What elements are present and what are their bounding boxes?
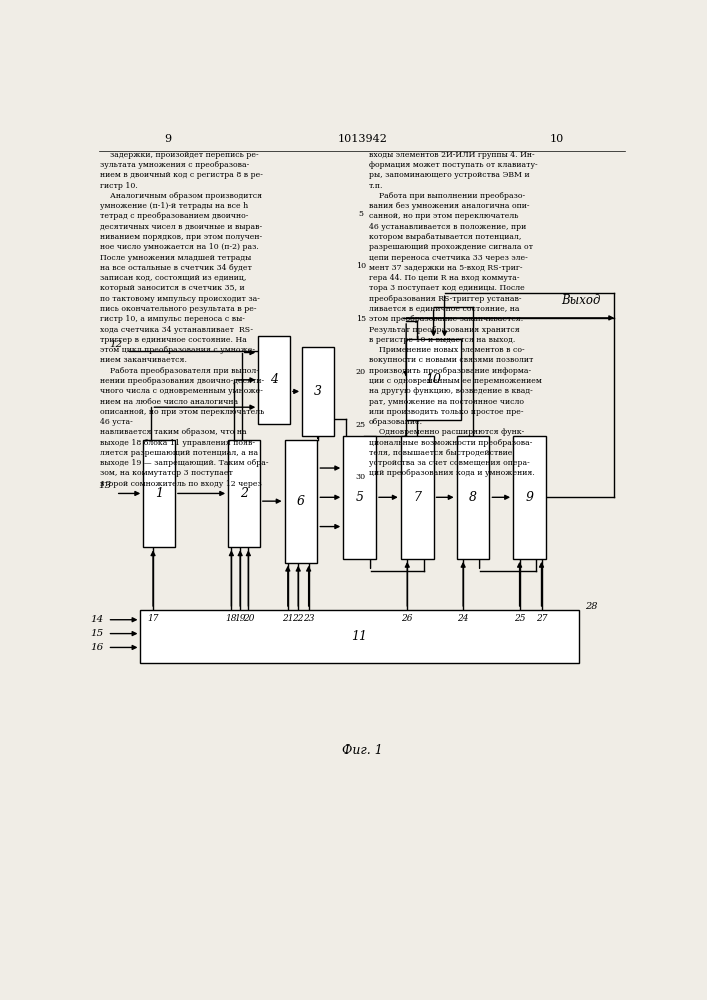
Bar — [457, 436, 489, 559]
Text: 28: 28 — [585, 602, 598, 611]
Text: 20: 20 — [356, 368, 366, 376]
Text: 26: 26 — [402, 614, 413, 623]
Text: 9: 9 — [164, 134, 171, 144]
Text: 19: 19 — [235, 614, 246, 623]
Text: 11: 11 — [351, 630, 368, 643]
Text: 4: 4 — [270, 373, 278, 386]
Text: 16: 16 — [90, 643, 103, 652]
Text: 1: 1 — [155, 487, 163, 500]
Text: 27: 27 — [536, 614, 547, 623]
Text: 15: 15 — [90, 629, 103, 638]
Text: 7: 7 — [413, 491, 421, 504]
Bar — [407, 339, 461, 420]
Text: 21: 21 — [282, 614, 293, 623]
Text: Выход: Выход — [561, 294, 601, 307]
Bar — [258, 336, 290, 424]
Text: 30: 30 — [356, 473, 366, 481]
Bar — [513, 436, 546, 559]
Bar — [144, 440, 175, 547]
Text: 5: 5 — [356, 491, 363, 504]
Text: 10: 10 — [356, 262, 366, 270]
Text: 3: 3 — [314, 385, 322, 398]
Text: 10: 10 — [550, 134, 564, 144]
Text: 17: 17 — [147, 614, 159, 623]
Text: 5: 5 — [358, 210, 363, 218]
Bar — [228, 440, 260, 547]
Text: 12: 12 — [110, 340, 123, 349]
Text: Фиг. 1: Фиг. 1 — [342, 744, 382, 757]
Text: 1013942: 1013942 — [337, 134, 387, 144]
Text: 22: 22 — [293, 614, 304, 623]
Text: 25: 25 — [356, 421, 366, 429]
Bar — [302, 347, 334, 436]
Text: 2: 2 — [240, 487, 248, 500]
Text: 6: 6 — [297, 495, 305, 508]
Text: 10: 10 — [426, 373, 442, 386]
Bar — [141, 610, 579, 663]
Text: входы элементов 2И-ИЛИ группы 4. Ин-
формация может поступать от клавиату-
ры, з: входы элементов 2И-ИЛИ группы 4. Ин- фор… — [369, 151, 542, 477]
Text: 13: 13 — [99, 481, 112, 490]
Text: 8: 8 — [469, 491, 477, 504]
Text: 15: 15 — [356, 315, 366, 323]
Text: 14: 14 — [90, 615, 103, 624]
Text: задержки, произойдет перепись ре-
зультата умножения с преобразова-
нием в двоич: задержки, произойдет перепись ре- зульта… — [100, 151, 269, 488]
Text: 25: 25 — [514, 614, 525, 623]
Bar — [401, 436, 433, 559]
Bar — [284, 440, 317, 563]
Text: 24: 24 — [457, 614, 469, 623]
Text: 9: 9 — [525, 491, 534, 504]
Text: 23: 23 — [303, 614, 315, 623]
Text: 20: 20 — [243, 614, 254, 623]
Bar — [343, 436, 376, 559]
Text: 18: 18 — [226, 614, 237, 623]
